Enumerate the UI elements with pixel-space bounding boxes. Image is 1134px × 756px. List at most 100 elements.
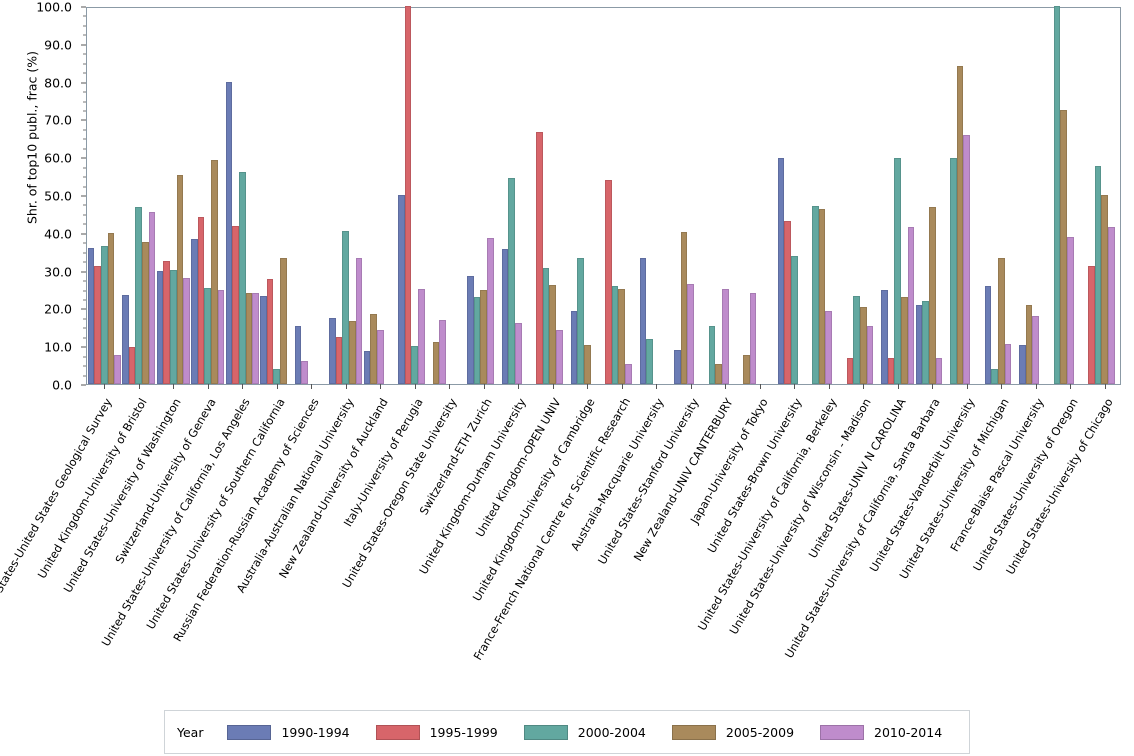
bar[interactable] bbox=[266, 278, 274, 384]
bar[interactable] bbox=[997, 258, 1005, 384]
bar[interactable] bbox=[217, 289, 225, 384]
bar[interactable] bbox=[818, 208, 826, 384]
bar[interactable] bbox=[191, 238, 198, 384]
bar[interactable] bbox=[708, 325, 716, 384]
bar[interactable] bbox=[349, 320, 356, 384]
bar[interactable] bbox=[370, 314, 377, 384]
bar[interactable] bbox=[784, 220, 791, 384]
bar[interactable] bbox=[715, 363, 722, 384]
bar[interactable] bbox=[935, 357, 943, 384]
bar[interactable] bbox=[790, 256, 798, 384]
bar[interactable] bbox=[570, 310, 578, 384]
bar[interactable] bbox=[355, 258, 363, 384]
bar[interactable] bbox=[1053, 6, 1061, 384]
bar[interactable] bbox=[163, 261, 170, 384]
bar[interactable] bbox=[549, 284, 557, 384]
bar[interactable] bbox=[114, 354, 121, 384]
bar[interactable] bbox=[1101, 195, 1109, 384]
bar[interactable] bbox=[176, 174, 184, 384]
bar[interactable] bbox=[487, 238, 494, 384]
bar[interactable] bbox=[639, 258, 647, 384]
bar[interactable] bbox=[204, 288, 212, 384]
bar[interactable] bbox=[687, 283, 695, 384]
bar[interactable] bbox=[846, 357, 854, 384]
bar[interactable] bbox=[87, 248, 95, 384]
bar[interactable] bbox=[432, 342, 440, 384]
bar[interactable] bbox=[301, 360, 308, 384]
bar[interactable] bbox=[1066, 236, 1074, 384]
bar[interactable] bbox=[335, 337, 343, 384]
bar[interactable] bbox=[211, 160, 218, 384]
bar[interactable] bbox=[605, 179, 612, 384]
bar[interactable] bbox=[812, 206, 819, 384]
bar[interactable] bbox=[329, 318, 336, 384]
bar[interactable] bbox=[859, 306, 867, 384]
bar[interactable] bbox=[376, 330, 384, 384]
bar[interactable] bbox=[928, 207, 936, 384]
bar[interactable] bbox=[398, 195, 405, 384]
legend-item[interactable]: 2005-2009 bbox=[671, 724, 794, 740]
bar[interactable] bbox=[245, 293, 253, 384]
legend-item[interactable]: 1990-1994 bbox=[227, 724, 350, 740]
bar[interactable] bbox=[148, 212, 156, 384]
bar[interactable] bbox=[418, 288, 425, 384]
bar[interactable] bbox=[439, 319, 446, 384]
bar[interactable] bbox=[1025, 304, 1033, 384]
bar[interactable] bbox=[273, 369, 281, 384]
bar[interactable] bbox=[991, 368, 998, 384]
bar[interactable] bbox=[618, 288, 626, 384]
legend-item[interactable]: 2000-2004 bbox=[523, 724, 646, 740]
bar[interactable] bbox=[866, 325, 874, 384]
bar[interactable] bbox=[956, 66, 964, 384]
bar[interactable] bbox=[128, 346, 136, 384]
bar[interactable] bbox=[674, 349, 681, 384]
bar[interactable] bbox=[225, 81, 233, 384]
bar[interactable] bbox=[915, 305, 923, 384]
bar[interactable] bbox=[404, 6, 412, 384]
bar[interactable] bbox=[743, 354, 750, 384]
bar[interactable] bbox=[646, 339, 653, 384]
bar[interactable] bbox=[294, 325, 302, 384]
legend-item[interactable]: 1995-1999 bbox=[375, 724, 498, 740]
bar[interactable] bbox=[1032, 315, 1040, 384]
bar[interactable] bbox=[583, 344, 591, 384]
bar[interactable] bbox=[260, 295, 267, 384]
bar[interactable] bbox=[473, 297, 481, 384]
bar[interactable] bbox=[1088, 266, 1095, 384]
bar[interactable] bbox=[280, 258, 287, 384]
bar[interactable] bbox=[907, 226, 915, 384]
bar[interactable] bbox=[252, 293, 259, 384]
bar[interactable] bbox=[232, 226, 239, 384]
bar[interactable] bbox=[480, 289, 488, 384]
bar[interactable] bbox=[169, 269, 177, 384]
bar[interactable] bbox=[238, 172, 246, 384]
bar[interactable] bbox=[901, 297, 908, 384]
legend-item[interactable]: 2010-2014 bbox=[820, 724, 942, 740]
bar[interactable] bbox=[922, 300, 929, 384]
bar[interactable] bbox=[721, 288, 729, 384]
bar[interactable] bbox=[1108, 227, 1115, 384]
bar[interactable] bbox=[342, 231, 350, 384]
bar[interactable] bbox=[536, 131, 543, 384]
bar[interactable] bbox=[777, 157, 785, 384]
bar[interactable] bbox=[881, 290, 888, 384]
bar[interactable] bbox=[508, 178, 515, 384]
bar[interactable] bbox=[197, 216, 205, 384]
bar[interactable] bbox=[363, 351, 371, 384]
bar[interactable] bbox=[611, 285, 619, 384]
bar[interactable] bbox=[94, 265, 101, 384]
bar[interactable] bbox=[680, 232, 688, 384]
bar[interactable] bbox=[625, 363, 632, 384]
bar[interactable] bbox=[1019, 344, 1026, 384]
bar[interactable] bbox=[183, 278, 190, 384]
bar[interactable] bbox=[467, 276, 474, 384]
bar[interactable] bbox=[514, 322, 522, 384]
bar[interactable] bbox=[156, 270, 164, 384]
bar[interactable] bbox=[749, 292, 757, 384]
bar[interactable] bbox=[100, 246, 108, 384]
bar[interactable] bbox=[1004, 344, 1012, 384]
bar[interactable] bbox=[142, 242, 149, 384]
bar[interactable] bbox=[107, 233, 115, 384]
bar[interactable] bbox=[501, 249, 509, 384]
bar[interactable] bbox=[1060, 109, 1067, 384]
